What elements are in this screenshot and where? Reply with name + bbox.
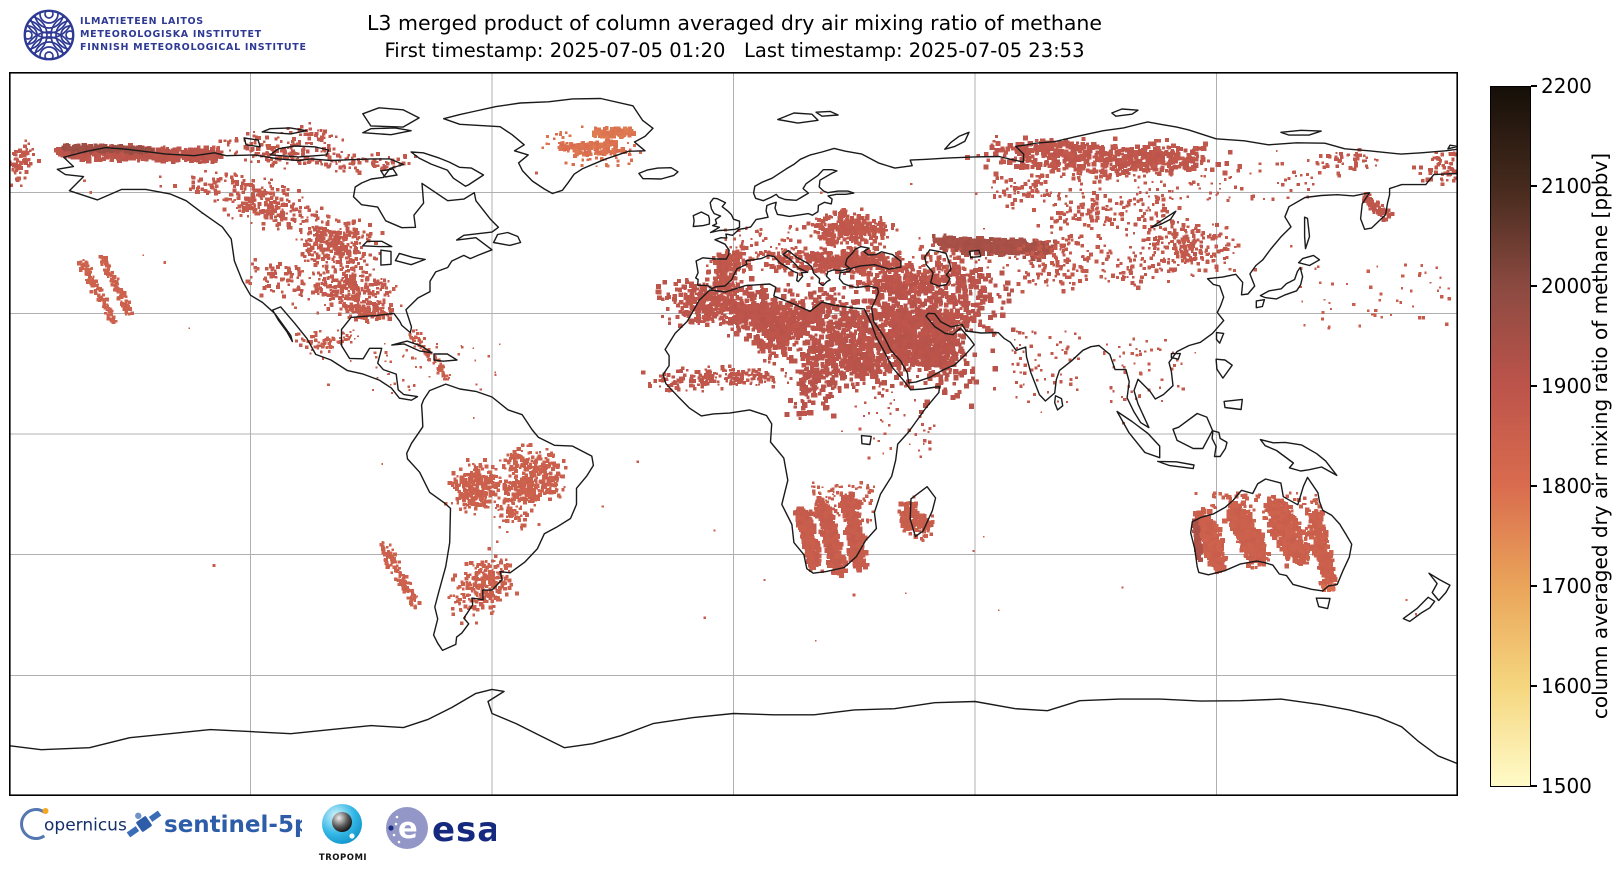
esa-logo: e esa [386,807,496,850]
plot-subtitle-timestamps: First timestamp: 2025-07-05 01:20 Last t… [384,39,1085,62]
colorbar-tick-mark [1531,185,1537,187]
colorbar-tick-mark [1531,685,1537,687]
tropomi-sphere-icon [332,812,352,832]
colorbar-tick-mark [1531,285,1537,287]
colorbar-tick-label: 2000 [1541,274,1592,298]
esa-label: esa [432,810,496,850]
colorbar-tick-label: 2200 [1541,74,1592,98]
colorbar-tick-mark [1531,485,1537,487]
colorbar-tick-label: 1700 [1541,574,1592,598]
methane-data-layer [9,121,1458,642]
tropomi-logo: TROPOMI [319,804,367,863]
colorbar [1490,86,1531,787]
copernicus-c-arc-icon [20,808,46,840]
copernicus-orange-dot-icon [42,808,49,814]
colorbar-tick-label: 1900 [1541,374,1592,398]
colorbar-tick-label: 1500 [1541,774,1592,798]
colorbar-tick-label: 2100 [1541,174,1592,198]
org-line-3: FINNISH METEOROLOGICAL INSTITUTE [80,42,307,53]
satellite-icon [126,810,162,838]
colorbar-tick-label: 1600 [1541,674,1592,698]
plot-title: L3 merged product of column averaged dry… [367,11,1102,35]
colorbar-tick-mark [1531,785,1537,787]
sentinel-5p-label: sentinel-5p [164,812,302,838]
tropomi-dot-icon [349,833,355,839]
colorbar-tick-mark [1531,585,1537,587]
copernicus-label: opernicus [44,816,127,836]
map-border [9,72,1458,796]
fmi-logo-icon [23,9,75,61]
org-line-2: METEOROLOGISKA INSTITUTET [80,29,262,40]
colorbar-axis-label: column averaged dry air mixing ratio of … [1588,152,1612,720]
title-block: L3 merged product of column averaged dry… [10,11,1459,62]
copernicus-logo: opernicus [20,808,127,840]
org-line-1: ILMATIETEEN LAITOS [80,16,204,27]
esa-e-icon: e [398,811,418,845]
org-name-block: ILMATIETEEN LAITOS METEOROLOGISKA INSTIT… [80,15,307,54]
tropomi-label: TROPOMI [319,853,367,863]
colorbar-tick-mark [1531,385,1537,387]
sentinel-5p-logo: sentinel-5p [126,810,302,838]
colorbar-tick-mark [1531,85,1537,87]
world-map-plot [9,72,1458,796]
coastlines [9,97,1458,765]
colorbar-tick-label: 1800 [1541,474,1592,498]
